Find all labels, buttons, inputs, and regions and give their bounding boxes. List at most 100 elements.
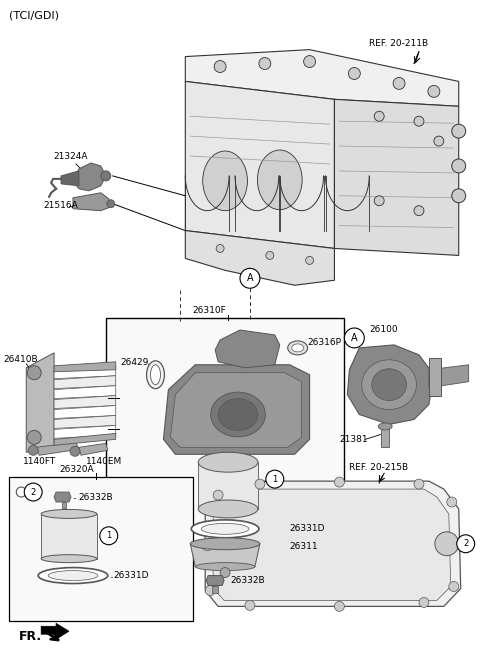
Text: 26332B: 26332B <box>78 493 113 501</box>
Bar <box>381 428 389 447</box>
Text: 26410B: 26410B <box>3 355 38 365</box>
Ellipse shape <box>198 452 258 472</box>
Circle shape <box>419 597 429 607</box>
Circle shape <box>216 244 224 252</box>
Circle shape <box>374 196 384 206</box>
Circle shape <box>344 328 364 348</box>
Bar <box>429 358 441 396</box>
Bar <box>62 502 66 508</box>
Polygon shape <box>54 366 116 378</box>
Text: 26332B: 26332B <box>230 576 264 585</box>
Ellipse shape <box>378 423 392 430</box>
Ellipse shape <box>292 344 304 352</box>
Ellipse shape <box>151 365 160 384</box>
Polygon shape <box>54 434 116 445</box>
Text: REF. 20-215B: REF. 20-215B <box>349 463 408 472</box>
Ellipse shape <box>192 520 259 538</box>
Polygon shape <box>429 365 468 388</box>
Circle shape <box>335 477 344 487</box>
Circle shape <box>70 446 80 456</box>
Text: 26331D: 26331D <box>114 571 149 580</box>
Circle shape <box>259 58 271 70</box>
Polygon shape <box>190 544 260 566</box>
Ellipse shape <box>201 524 249 534</box>
Circle shape <box>449 581 459 591</box>
Polygon shape <box>335 99 459 256</box>
Text: 26316P: 26316P <box>308 338 342 348</box>
Circle shape <box>202 541 212 551</box>
Polygon shape <box>206 576 224 585</box>
Circle shape <box>220 568 230 578</box>
Text: 2: 2 <box>463 539 468 548</box>
Circle shape <box>374 111 384 121</box>
Circle shape <box>101 171 111 181</box>
Circle shape <box>452 159 466 173</box>
Text: 21381: 21381 <box>339 435 368 444</box>
Circle shape <box>100 527 118 545</box>
Polygon shape <box>54 386 116 399</box>
Text: 26311: 26311 <box>290 542 318 551</box>
Text: 26429: 26429 <box>120 358 149 367</box>
Polygon shape <box>36 442 79 455</box>
Polygon shape <box>73 193 109 211</box>
Ellipse shape <box>218 399 258 430</box>
Polygon shape <box>26 353 54 452</box>
Ellipse shape <box>41 555 97 562</box>
Text: A: A <box>351 333 358 343</box>
Circle shape <box>393 78 405 89</box>
Circle shape <box>240 268 260 288</box>
Ellipse shape <box>198 500 258 518</box>
Polygon shape <box>213 489 451 600</box>
Text: 21324A: 21324A <box>53 152 87 162</box>
Polygon shape <box>61 171 79 186</box>
Circle shape <box>414 206 424 215</box>
Text: 26320A: 26320A <box>59 464 94 474</box>
Text: 2: 2 <box>31 487 36 497</box>
Polygon shape <box>41 623 69 639</box>
Polygon shape <box>215 330 280 368</box>
Bar <box>198 463 258 509</box>
Polygon shape <box>205 481 461 606</box>
Ellipse shape <box>362 360 417 409</box>
Text: (TCI/GDI): (TCI/GDI) <box>9 11 60 21</box>
Circle shape <box>266 470 284 488</box>
Circle shape <box>255 479 265 489</box>
Circle shape <box>27 366 41 380</box>
Circle shape <box>452 189 466 203</box>
Circle shape <box>348 68 360 79</box>
Circle shape <box>27 430 41 444</box>
Bar <box>41 514 97 558</box>
Polygon shape <box>54 415 116 428</box>
Circle shape <box>214 60 226 72</box>
Polygon shape <box>54 405 116 419</box>
Bar <box>9 477 193 622</box>
Text: 1140FT: 1140FT <box>23 457 57 466</box>
Text: 26310F: 26310F <box>192 306 226 315</box>
Text: A: A <box>247 273 253 283</box>
Bar <box>106 318 344 529</box>
Ellipse shape <box>41 509 97 518</box>
Polygon shape <box>54 426 116 438</box>
Text: 21516A: 21516A <box>43 201 78 210</box>
Polygon shape <box>54 396 116 409</box>
Polygon shape <box>185 81 335 248</box>
Circle shape <box>457 535 475 553</box>
Ellipse shape <box>48 570 98 581</box>
Bar <box>212 585 218 593</box>
Polygon shape <box>348 345 434 424</box>
Ellipse shape <box>38 568 108 583</box>
Circle shape <box>28 445 38 455</box>
Ellipse shape <box>203 151 248 211</box>
Text: 1: 1 <box>272 474 277 484</box>
Ellipse shape <box>372 369 407 401</box>
Circle shape <box>434 136 444 146</box>
Circle shape <box>213 490 223 500</box>
Text: FR.: FR. <box>19 629 42 643</box>
Polygon shape <box>54 376 116 389</box>
Circle shape <box>24 483 42 501</box>
Polygon shape <box>185 50 459 106</box>
Ellipse shape <box>146 361 165 389</box>
Circle shape <box>435 532 459 556</box>
Text: 1: 1 <box>106 532 111 540</box>
Circle shape <box>304 56 315 68</box>
